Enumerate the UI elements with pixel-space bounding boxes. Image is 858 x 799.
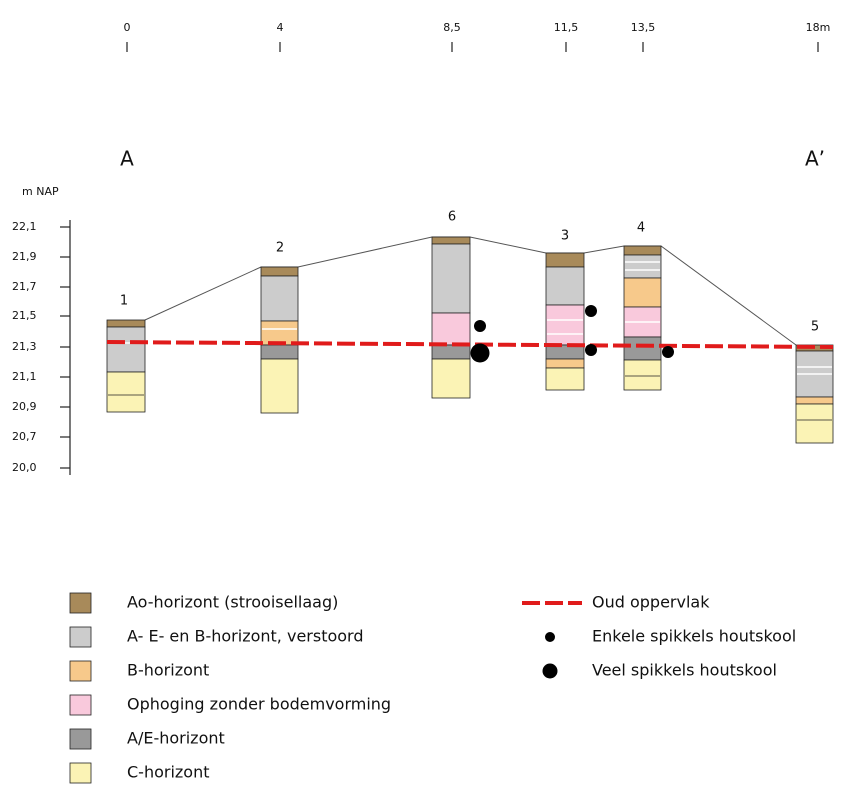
- profile-number: 6: [448, 210, 456, 225]
- distance-label: 4: [277, 21, 284, 34]
- section-label: A: [120, 147, 134, 171]
- legend: Ao-horizont (strooisellaag) A- E- en B-h…: [69, 593, 796, 784]
- profile-number: 5: [811, 320, 819, 335]
- column: [106, 319, 146, 413]
- axis-tick-label: 21,9: [12, 250, 37, 263]
- column: [545, 252, 585, 391]
- charcoal-dots: [470, 305, 674, 363]
- axis-tick-label: 22,1: [12, 220, 37, 233]
- legend-label: Enkele spikkels houtskool: [592, 627, 796, 646]
- section-label: A’: [805, 147, 825, 171]
- axis-ticks: 22,1 21,9 21,7 21,5 21,3 21,1 20,9 20,7 20,0: [12, 220, 70, 474]
- legend-label: Ao-horizont (strooisellaag): [127, 593, 338, 612]
- old-surface: [106, 340, 834, 349]
- profile-number: 1: [120, 294, 128, 309]
- legend-label: A- E- en B-horizont, verstoord: [127, 627, 364, 646]
- distance-label: 11,5: [554, 21, 579, 34]
- axis-tick-label: 20,0: [12, 461, 37, 474]
- axis-tick-label: 21,1: [12, 370, 37, 383]
- legend-label: B-horizont: [127, 661, 209, 680]
- axis-tick-label: 21,5: [12, 309, 37, 322]
- legend-label: C-horizont: [127, 763, 210, 782]
- profile-number: 3: [561, 229, 569, 244]
- distance-label: 13,5: [631, 21, 656, 34]
- axis-tick-label: 21,7: [12, 280, 37, 293]
- legend-label: A/E-horizont: [127, 729, 225, 748]
- distance-label: 8,5: [443, 21, 461, 34]
- axis-tick-label: 20,7: [12, 430, 37, 443]
- axis-tick-label: 21,3: [12, 340, 37, 353]
- legend-label: Oud oppervlak: [592, 593, 710, 612]
- distance-label: 18m: [806, 21, 831, 34]
- surface-line: [144, 236, 797, 346]
- column: [431, 236, 471, 399]
- legend-label: Veel spikkels houtskool: [592, 661, 777, 680]
- legend-label: Ophoging zonder bodemvorming: [127, 695, 391, 714]
- profile-number: 2: [276, 241, 284, 256]
- profile-number: 4: [637, 221, 645, 236]
- column: [795, 344, 834, 444]
- distance-label: 0: [124, 21, 131, 34]
- distance-scale: 0 4 8,5 11,5 13,5 18m: [124, 21, 831, 52]
- column: [260, 266, 299, 414]
- axis-title: m NAP: [22, 185, 59, 198]
- axis-tick-label: 20,9: [12, 400, 37, 413]
- column: [623, 245, 662, 391]
